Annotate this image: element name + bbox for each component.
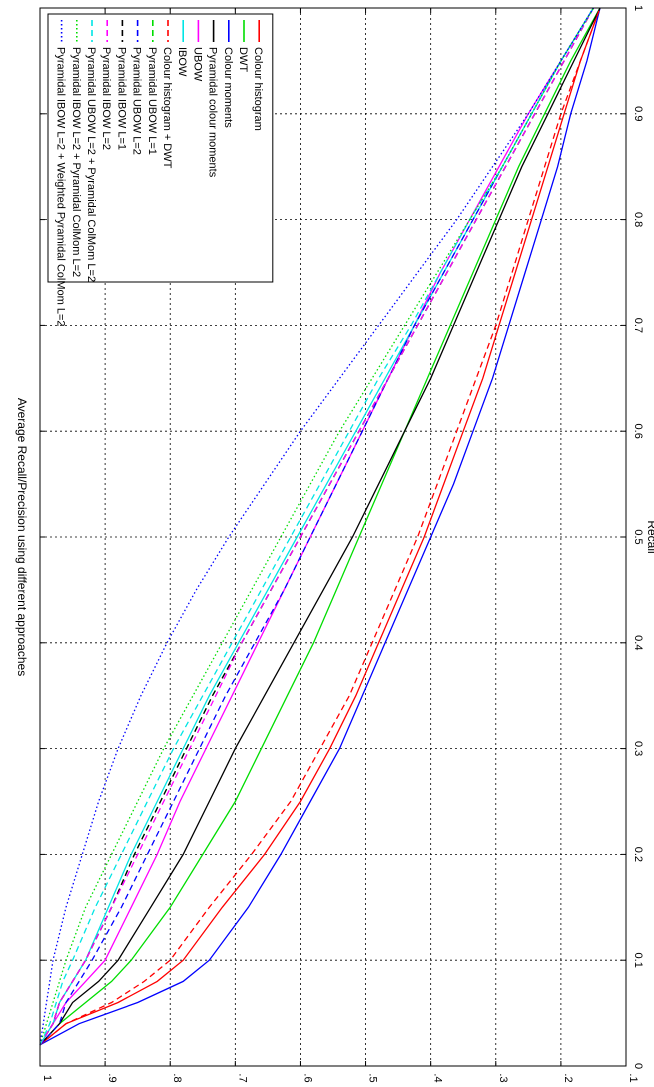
y-tick-label: .6	[301, 1073, 313, 1082]
legend-frame	[47, 13, 274, 283]
legend-label-11: Pyramidal IBOW L=2	[100, 47, 112, 150]
legend-label-13: Pyramidal IBOW L=2 + Pyramidal ColMom L=…	[70, 47, 82, 277]
legend-label-5: UBOW	[191, 47, 203, 82]
series-line-14	[39, 7, 594, 1045]
x-tick-label: 0.3	[632, 741, 644, 756]
legend-label-8: Pyramidal UBOW L=1	[146, 47, 158, 155]
legend-label-12: Pyramidal UBOW L=2 + Pyramidal ColMom L=…	[85, 47, 97, 282]
series-line-12	[39, 7, 594, 1046]
y-tick-label: .9	[106, 1073, 118, 1082]
legend-label-7: Colour histogram + DWT	[161, 47, 173, 169]
x-tick-label: 0.9	[632, 106, 644, 121]
legend-label-4: Pyramidal colour moments	[207, 47, 219, 178]
y-tick-label: .4	[432, 1073, 444, 1082]
chart-title: Average Recall/Precision using different…	[15, 398, 29, 676]
legend-label-9: Pyramidal UBOW L=2	[131, 47, 143, 155]
series-line-7	[39, 7, 601, 1046]
series-line-1	[39, 7, 601, 1046]
x-axis-label: Recall	[645, 520, 654, 553]
y-tick-label: .5	[367, 1073, 379, 1082]
x-tick-label: 0.8	[632, 212, 644, 227]
series-line-9	[39, 7, 594, 1046]
x-tick-label: 0.5	[632, 529, 644, 544]
legend-label-2: DWT	[237, 47, 249, 72]
x-tick-label: 0.4	[632, 635, 644, 650]
x-tick-label: 0.2	[632, 847, 644, 862]
series-line-5	[39, 7, 594, 1046]
legend-label-3: Colour moments	[222, 47, 234, 128]
series-line-13	[39, 7, 594, 1045]
legend-label-10: Pyramidal IBOW L=1	[115, 47, 127, 150]
y-tick-label: .7	[236, 1073, 248, 1082]
legend-label-14: Pyramidal IBOW L=2 + Weighted Pyramidal …	[55, 47, 67, 327]
axes-text: 0 0.1 0.2 0.3 0.4 0.5 0.6 0.7 0.8 0.9 1 .1 .2 .3 .4 .5.…	[15, 5, 654, 1083]
series-line-11	[39, 7, 594, 1046]
legend-label-6: IBOW	[176, 47, 188, 77]
legend-label-1: Colour histogram	[252, 47, 264, 131]
series-line-4	[39, 7, 601, 1046]
y-tick-label: .3	[497, 1073, 509, 1082]
x-tick-label: 0.6	[632, 424, 644, 439]
y-tick-label: .2	[562, 1073, 574, 1082]
x-tick-label: 0.7	[632, 318, 644, 333]
y-tick-label: .8	[171, 1073, 183, 1082]
series-lines	[39, 7, 601, 1046]
y-tick-label: 1	[41, 1075, 53, 1081]
x-tick-label: 1	[632, 5, 644, 11]
y-tick-label: .1	[627, 1073, 639, 1082]
series-line-3	[39, 7, 601, 1046]
x-tick-label: 0.1	[632, 953, 644, 968]
x-tick-label: 0	[632, 1063, 644, 1069]
series-line-2	[39, 7, 601, 1046]
plot-frame	[39, 7, 627, 1067]
